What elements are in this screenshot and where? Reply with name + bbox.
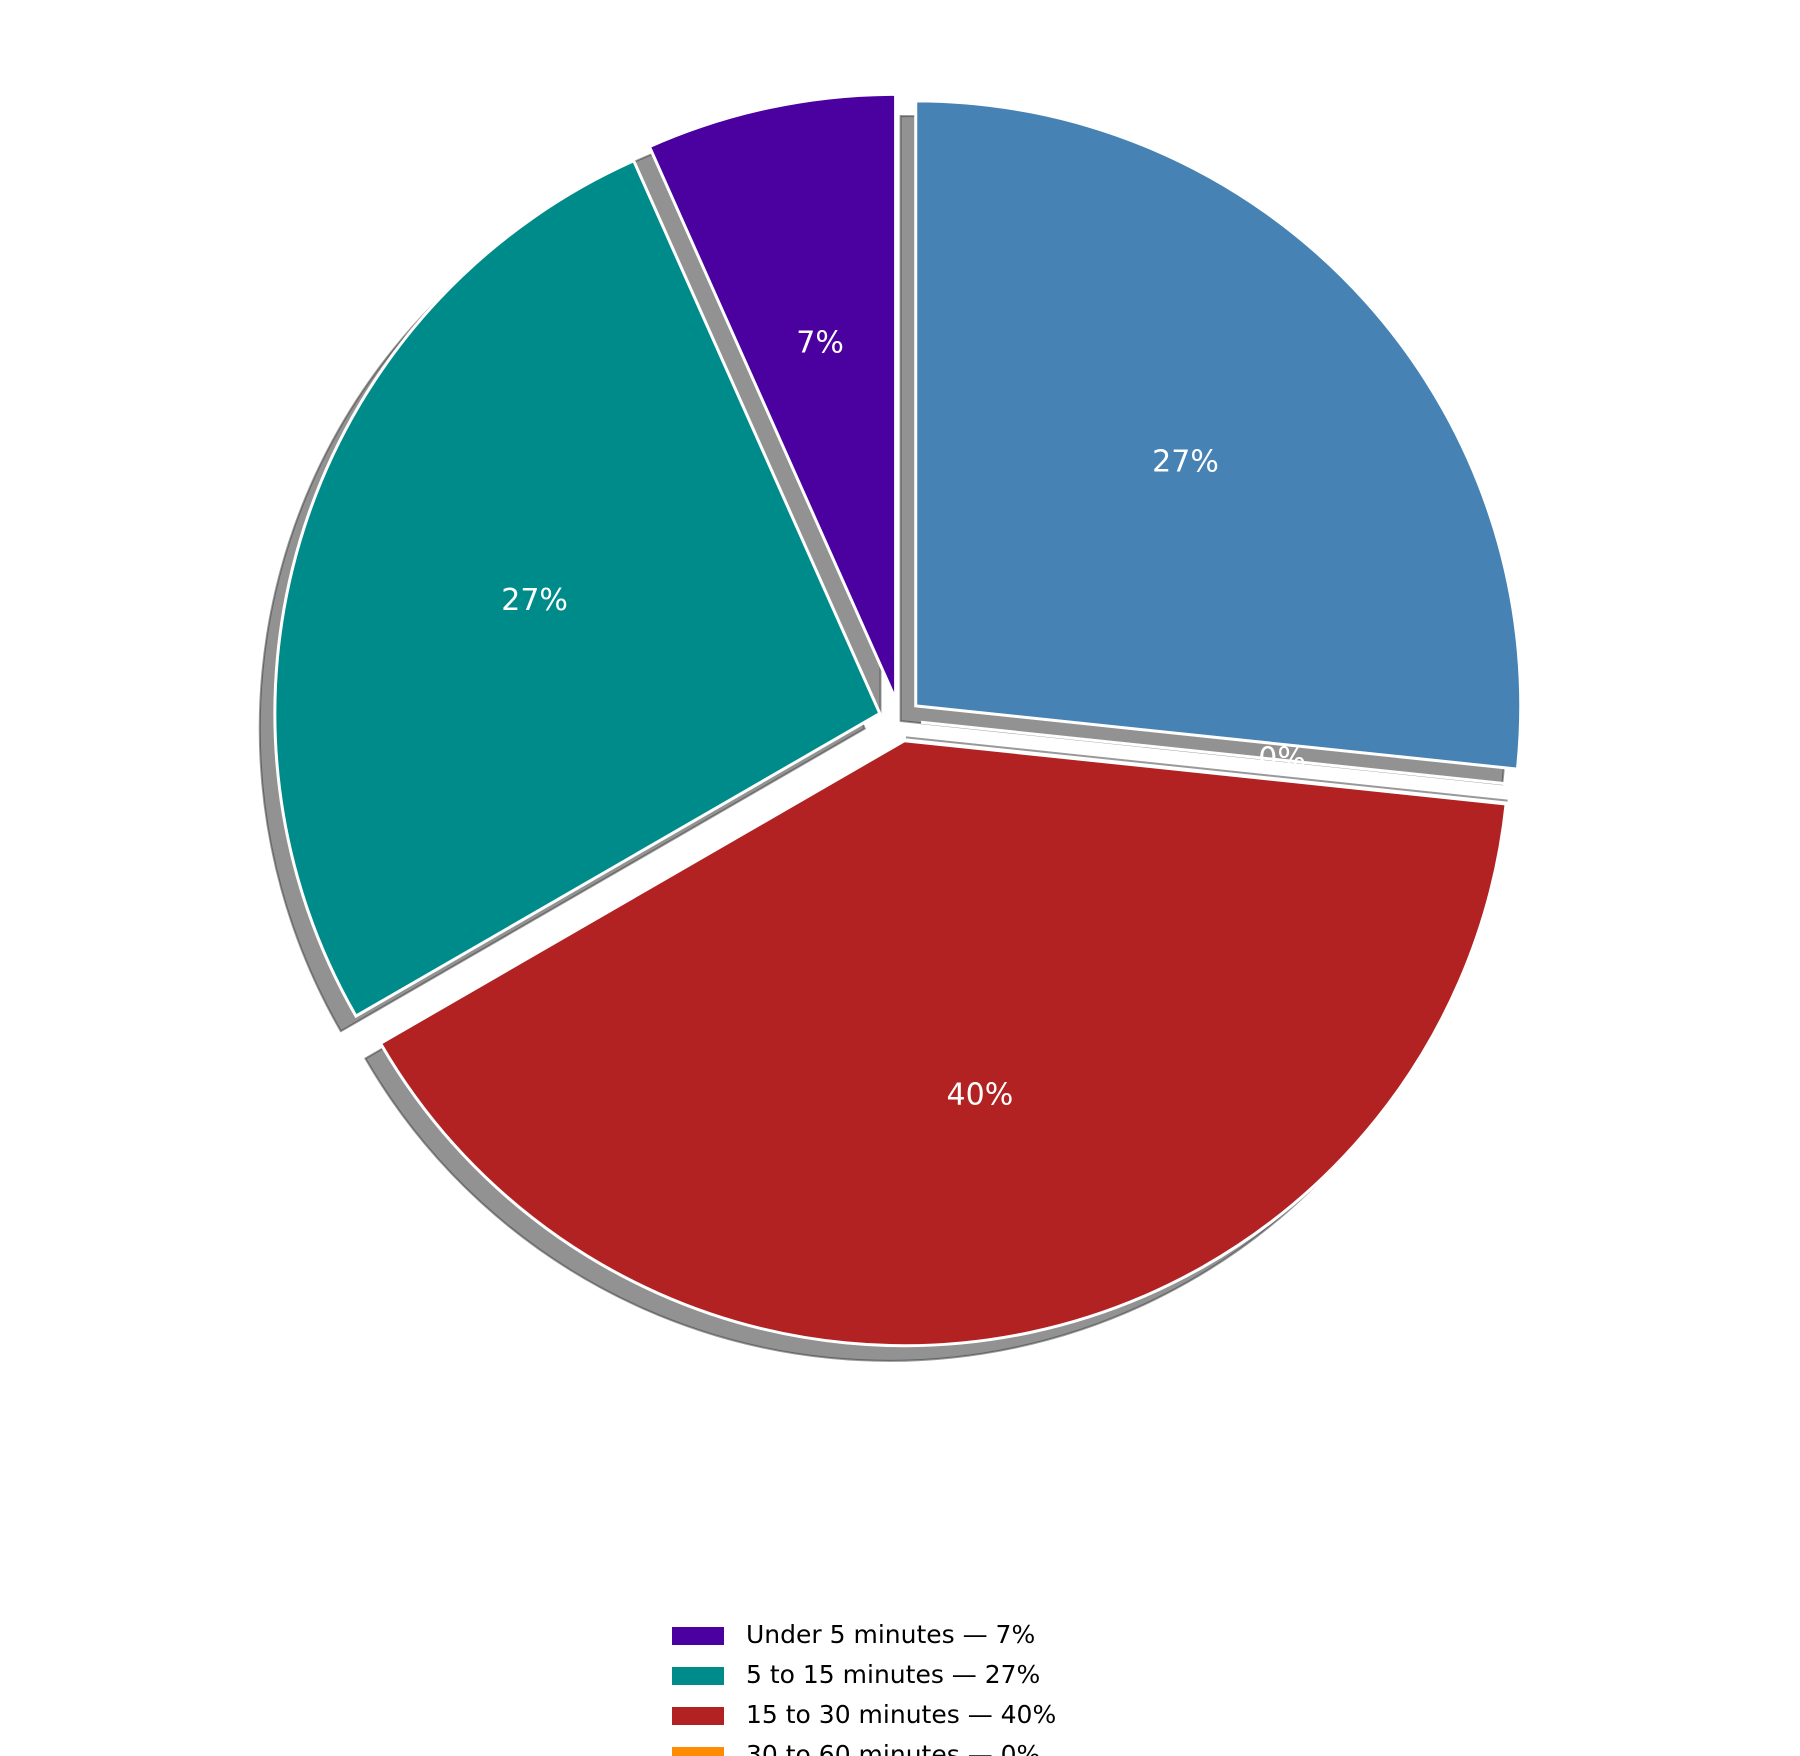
slice-label: 7% <box>796 326 844 361</box>
slice-label: 27% <box>501 583 568 618</box>
pie-slice <box>914 99 1523 771</box>
legend-label: 30 to 60 minutes — 0% <box>746 1740 1040 1756</box>
legend-swatch <box>672 1747 724 1756</box>
legend-swatch <box>672 1707 724 1725</box>
legend-swatch <box>672 1667 724 1685</box>
slice-label: 27% <box>1152 444 1219 479</box>
legend-label: 15 to 30 minutes — 40% <box>746 1700 1056 1729</box>
legend-label: Under 5 minutes — 7% <box>746 1620 1035 1649</box>
legend-label: 5 to 15 minutes — 27% <box>746 1660 1040 1689</box>
pie-slice <box>378 739 1508 1348</box>
slice-label: 40% <box>947 1077 1014 1112</box>
slice-label: 0% <box>1258 742 1306 777</box>
pie-slice <box>647 92 898 700</box>
pie-slice <box>920 720 1523 787</box>
pie-slice <box>273 158 882 1019</box>
legend-swatch <box>672 1627 724 1645</box>
